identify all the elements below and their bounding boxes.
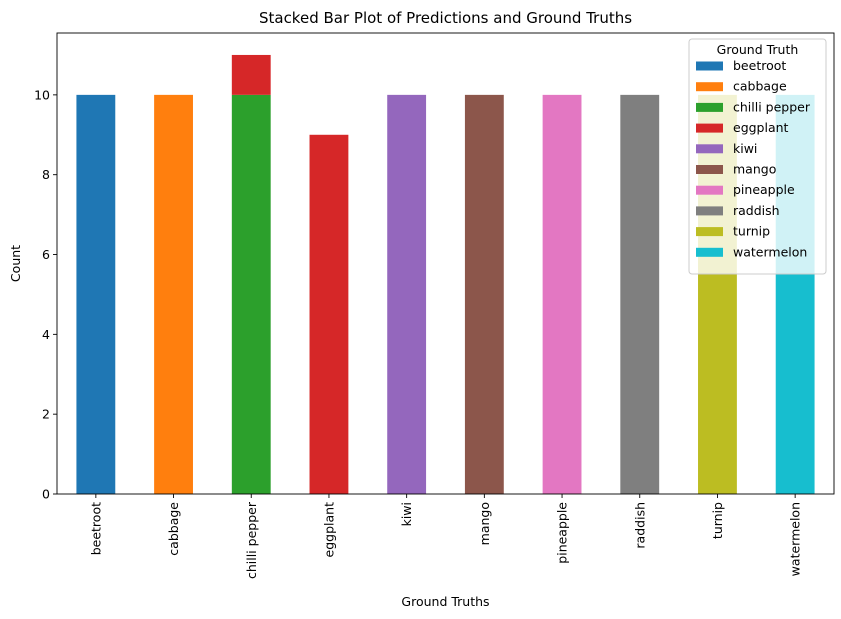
legend-label-turnip: turnip: [733, 224, 770, 239]
legend-box: [688, 38, 827, 275]
legend-swatch-pineapple: [696, 185, 723, 195]
chart-title: Stacked Bar Plot of Predictions and Grou…: [259, 9, 632, 27]
legend-label-kiwi: kiwi: [733, 141, 757, 156]
y-tick-label: 0: [42, 487, 50, 502]
bar-mango-mango: [464, 94, 504, 495]
legend-label-beetroot: beetroot: [733, 58, 786, 73]
y-tick-label: 10: [34, 87, 50, 102]
legend-label-raddish: raddish: [733, 203, 780, 218]
legend-swatch-chilli-pepper: [696, 102, 723, 112]
bar-pineapple-pineapple: [542, 94, 582, 495]
bar-cabbage-cabbage: [154, 94, 193, 495]
bars-group: [76, 54, 815, 495]
legend-swatch-eggplant: [696, 123, 723, 133]
legend-label-cabbage: cabbage: [733, 79, 787, 94]
bar-beetroot-beetroot: [76, 94, 116, 495]
bar-kiwi-kiwi: [387, 94, 427, 495]
x-axis-label: Ground Truths: [401, 594, 489, 609]
legend-label-eggplant: eggplant: [733, 120, 789, 135]
legend-swatch-mango: [696, 165, 723, 174]
legend-swatch-kiwi: [696, 144, 723, 154]
x-tick-label: pineapple: [555, 502, 570, 564]
legend-swatch-watermelon: [696, 247, 723, 257]
x-tick-label: chilli pepper: [244, 501, 259, 579]
x-tick-label: beetroot: [88, 502, 103, 555]
legend-label-chilli-pepper: chilli pepper: [733, 99, 811, 114]
y-tick-label: 6: [42, 247, 50, 262]
legend-swatch-cabbage: [696, 82, 723, 92]
plot-frame: [56, 32, 835, 495]
x-tick-label: mango: [477, 502, 492, 545]
legend-swatch-raddish: [696, 206, 723, 216]
y-axis-label: Count: [8, 245, 23, 282]
bar-chilli-pepper-chilli-pepper: [231, 94, 271, 495]
legend-label-mango: mango: [733, 162, 776, 177]
x-tick-label: cabbage: [166, 502, 181, 556]
x-tick-label: raddish: [632, 502, 647, 549]
bar-eggplant-eggplant: [309, 134, 349, 494]
legend-swatch-turnip: [696, 227, 723, 237]
y-tick-label: 4: [42, 327, 50, 342]
bar-chilli-pepper-eggplant: [231, 54, 271, 95]
legend-title: Ground Truth: [717, 42, 799, 57]
x-tick-label: turnip: [710, 502, 725, 539]
x-tick-label: kiwi: [399, 502, 414, 526]
legend-label-watermelon: watermelon: [733, 244, 807, 259]
legend-swatch-beetroot: [696, 61, 723, 71]
x-tick-label: eggplant: [321, 502, 336, 558]
axes-group: 0 2 4 6 8 10 beetroot cabbage chilli pepper eggpl…: [34, 32, 835, 579]
x-tick-label: watermelon: [788, 502, 803, 576]
y-tick-label: 8: [42, 167, 50, 182]
legend-label-pineapple: pineapple: [733, 182, 795, 197]
bar-raddish-raddish: [620, 94, 660, 495]
y-tick-label: 2: [42, 407, 50, 422]
